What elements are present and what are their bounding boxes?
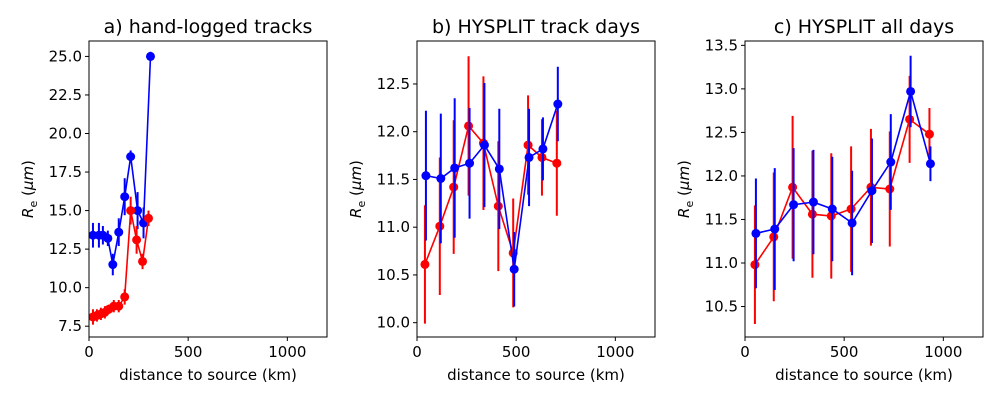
x-axis-label: distance to source (km)	[119, 366, 297, 384]
data-point	[108, 260, 118, 270]
data-point	[465, 158, 475, 168]
y-tick-label: 20.0	[49, 125, 82, 143]
y-tick-label: 10.0	[377, 314, 410, 332]
data-point	[847, 218, 857, 228]
data-point	[906, 86, 916, 96]
series-blue	[421, 66, 563, 307]
x-tick-label: 1000	[596, 343, 634, 361]
data-point	[479, 140, 489, 150]
y-tick-label: 10.5	[377, 266, 410, 284]
x-tick-label: 1000	[924, 343, 962, 361]
data-point	[827, 204, 837, 214]
y-axis-label: Re (μm)	[347, 160, 368, 218]
series-red	[88, 196, 153, 325]
series-line	[754, 118, 930, 266]
axes-frame	[416, 40, 656, 338]
y-tick-label: 22.5	[49, 86, 82, 104]
y-tick-label: 11.0	[377, 218, 410, 236]
data-point	[538, 144, 548, 154]
y-tick-label: 17.5	[49, 163, 82, 181]
data-point	[789, 200, 799, 210]
axes-frame	[88, 40, 328, 338]
data-point	[924, 129, 934, 139]
data-point	[126, 206, 136, 216]
y-tick-label: 13.5	[705, 36, 738, 54]
data-point	[421, 171, 431, 181]
panel-b: b) HYSPLIT track days 0 500 1000 10.0 10.5 11.…	[347, 16, 656, 384]
data-point	[103, 233, 113, 243]
x-tick-label: 500	[830, 343, 859, 361]
data-point	[114, 227, 124, 237]
data-point	[126, 152, 136, 162]
chart-title: a) hand-logged tracks	[104, 16, 313, 38]
data-point	[886, 157, 896, 167]
y-tick-label: 12.0	[705, 167, 738, 185]
data-point	[120, 292, 130, 302]
x-axis-label: distance to source (km)	[447, 366, 625, 384]
data-point	[524, 152, 534, 162]
data-point	[436, 173, 446, 183]
data-point	[552, 158, 562, 168]
x-tick-label: 0	[412, 343, 422, 361]
data-point	[120, 192, 130, 202]
data-point	[494, 164, 504, 174]
y-tick-label: 11.0	[705, 254, 738, 272]
data-point	[132, 235, 142, 245]
data-point	[808, 197, 818, 207]
y-tick-label: 13.0	[705, 80, 738, 98]
y-axis-label: Re (μm)	[675, 160, 696, 218]
data-point	[770, 224, 780, 234]
data-point	[751, 228, 761, 238]
series-blue	[751, 55, 935, 290]
panel-a: a) hand-logged tracks 0 500 1000 7.5 10.0 12.5…	[19, 16, 328, 384]
series-red	[750, 75, 934, 324]
data-point	[138, 256, 148, 266]
y-tick-label: 25.0	[49, 47, 82, 65]
data-point	[420, 259, 430, 269]
panel-c: c) HYSPLIT all days 0 500 1000 10.5 11.0 11.5 1…	[675, 16, 984, 384]
y-tick-label: 10.0	[49, 279, 82, 297]
series-line	[424, 124, 558, 265]
series-line	[755, 88, 932, 235]
data-point	[509, 264, 519, 274]
data-point	[114, 301, 124, 311]
y-tick-label: 12.5	[377, 75, 410, 93]
chart-title: c) HYSPLIT all days	[774, 16, 954, 38]
y-axis-label: Re (μm)	[19, 160, 40, 218]
y-tick-label: 7.5	[58, 317, 82, 335]
y-tick-label: 12.5	[705, 123, 738, 141]
x-tick-label: 0	[84, 343, 94, 361]
data-point	[450, 163, 460, 173]
data-point	[867, 186, 877, 196]
x-tick-label: 500	[174, 343, 203, 361]
x-tick-label: 1000	[268, 343, 306, 361]
data-point	[145, 51, 155, 61]
axes-frame	[744, 40, 984, 338]
y-tick-label: 12.0	[377, 123, 410, 141]
chart-title: b) HYSPLIT track days	[432, 16, 640, 38]
y-tick-label: 12.5	[49, 240, 82, 258]
y-tick-label: 15.0	[49, 202, 82, 220]
y-tick-label: 11.5	[705, 210, 738, 228]
x-tick-label: 0	[740, 343, 750, 361]
x-axis-label: distance to source (km)	[775, 366, 953, 384]
data-point	[133, 206, 143, 216]
data-point	[144, 213, 153, 223]
series-line	[425, 103, 559, 270]
y-tick-label: 11.5	[377, 170, 410, 188]
data-point	[925, 159, 935, 169]
y-tick-label: 10.5	[705, 298, 738, 316]
x-tick-label: 500	[502, 343, 531, 361]
data-point	[553, 99, 563, 109]
